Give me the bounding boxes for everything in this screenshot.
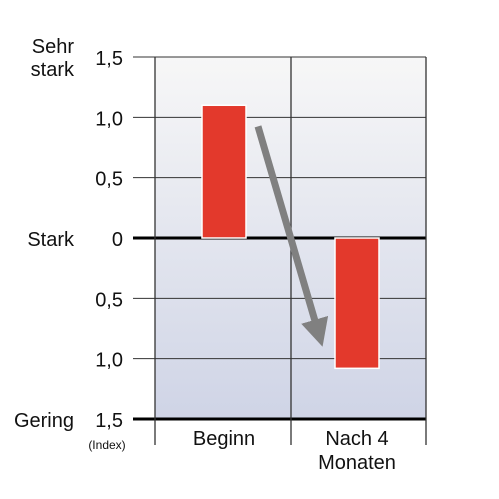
y-category-label: Gering <box>14 410 74 432</box>
y-tick-label: 0 <box>112 229 123 251</box>
y-tick-labels: 1,5 1,0 0,5 0 0,5 1,0 1,5 <box>95 48 123 432</box>
y-tick-label: 0,5 <box>95 169 123 191</box>
index-note: (Index) <box>88 438 125 452</box>
gridlines <box>133 56 427 445</box>
y-tick-label: 0,5 <box>95 289 123 311</box>
x-category-label: Nach 4 <box>325 428 388 450</box>
y-tick-label: 1,0 <box>95 108 123 130</box>
bar-0 <box>201 104 247 239</box>
y-tick-label: 1,5 <box>95 48 123 70</box>
trend-arrow <box>254 125 329 347</box>
y-category-label: Stark <box>27 229 75 251</box>
x-category-label: Beginn <box>193 428 255 450</box>
bars <box>201 104 380 370</box>
y-tick-label: 1,5 <box>95 410 123 432</box>
bar-1 <box>334 237 380 370</box>
y-tick-label: 1,0 <box>95 350 123 372</box>
x-category-label: Monaten <box>318 452 396 474</box>
y-category-label: Sehr <box>32 36 75 58</box>
y-category-label: stark <box>31 59 75 81</box>
